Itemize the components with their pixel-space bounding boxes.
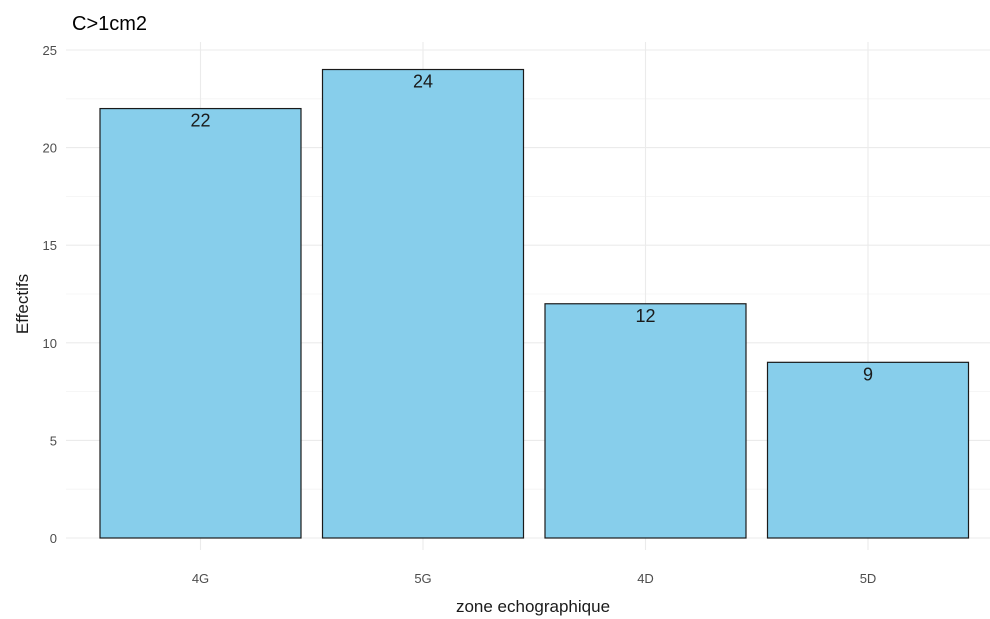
y-axis-ticks: 0 5 10 15 20 25 [43,43,57,546]
x-tick-label: 4D [637,571,654,586]
x-axis-title: zone echographique [456,597,610,616]
y-tick-label: 20 [43,141,57,156]
data-label: 24 [413,72,433,92]
x-tick-label: 4G [192,571,209,586]
bar-4G [99,107,302,539]
bar-5G [321,68,525,539]
data-label: 12 [635,306,655,326]
bar-5D [766,361,970,539]
x-tick-label: 5G [414,571,431,586]
x-tick-label: 5D [860,571,877,586]
data-label: 9 [863,364,873,384]
x-axis-ticks: 4G 5G 4D 5D [192,571,876,586]
bars [99,68,970,539]
y-tick-label: 15 [43,238,57,253]
data-labels: 22 24 12 9 [190,72,873,385]
y-axis-title: Effectifs [13,274,32,334]
y-tick-label: 25 [43,43,57,58]
data-label: 22 [190,111,210,131]
y-tick-label: 0 [50,531,57,546]
chart-title: C>1cm2 [72,13,147,35]
y-tick-label: 10 [43,336,57,351]
bar-4D [544,303,747,539]
y-tick-label: 5 [50,433,57,448]
